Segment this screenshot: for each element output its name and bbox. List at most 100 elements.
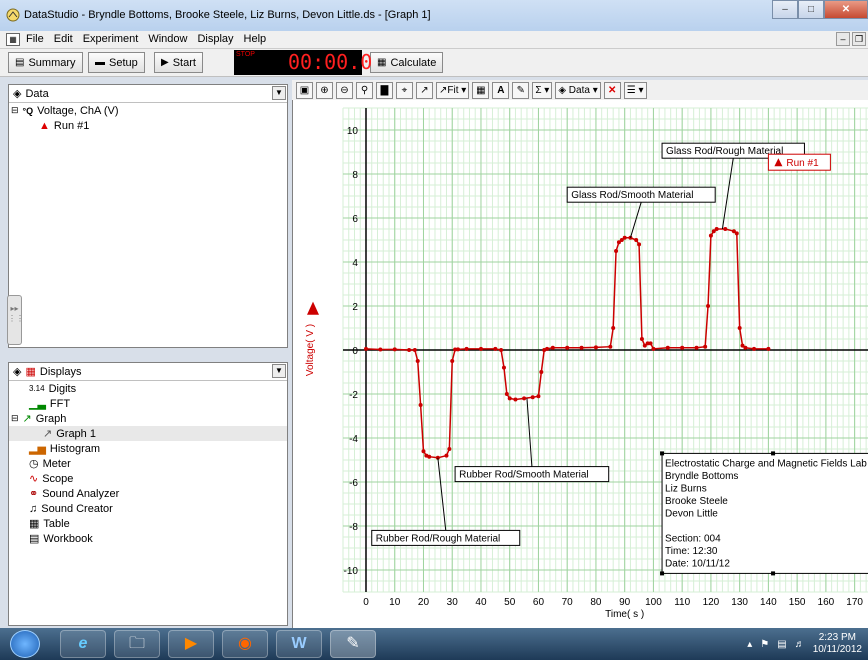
datastudio-app-icon[interactable]	[6, 8, 20, 22]
tree-item-run-1[interactable]: ▲ Run #1	[39, 119, 90, 132]
annotation-box[interactable]	[454, 466, 610, 483]
document-icon[interactable]: ▦	[6, 33, 20, 46]
display-item-graph-1[interactable]: ↗ Graph 1	[9, 426, 287, 441]
setup-button[interactable]: ▬ Setup	[88, 52, 145, 73]
display-item-meter[interactable]: ◷ Meter	[29, 457, 71, 471]
legend-box[interactable]	[767, 153, 831, 171]
display-item-fft[interactable]: ▁▃ FFT	[29, 397, 71, 411]
display-item-workbook[interactable]: ▤ Workbook	[29, 532, 93, 546]
zoom-select-icon[interactable]: ⚲	[356, 81, 373, 99]
file-explorer-icon[interactable]: 🗀	[114, 630, 160, 658]
calculator-icon[interactable]: ▦	[472, 81, 490, 99]
panel-collapse-handle[interactable]: ▸▸ ⋮⋮	[7, 295, 24, 345]
summary-button[interactable]: ▤ Summary	[8, 52, 83, 73]
zoom-out-icon[interactable]: ⊖	[336, 81, 353, 99]
close-button[interactable]: ✕	[824, 0, 868, 19]
note-resize-handle[interactable]	[660, 571, 665, 576]
menu-file[interactable]: File	[26, 33, 44, 45]
x-tick-label: 110	[674, 597, 690, 608]
note-icon[interactable]: ✎	[512, 81, 530, 99]
fit-dropdown[interactable]: ↗Fit ▾	[436, 81, 470, 99]
data-point	[743, 345, 748, 350]
menu-window[interactable]: Window	[148, 33, 188, 45]
series-line-run-1[interactable]	[365, 228, 769, 459]
menu-help[interactable]: Help	[243, 33, 267, 45]
display-item-scope[interactable]: ∿ Scope	[29, 472, 74, 486]
minimize-button[interactable]: –	[772, 0, 798, 19]
display-item-digits[interactable]: 3.14 Digits	[29, 382, 77, 395]
calculator-icon: ▦	[377, 57, 387, 68]
statistics-dropdown[interactable]: Σ ▾	[532, 81, 553, 99]
data-point	[418, 403, 423, 407]
y-tick-label: 6	[352, 214, 358, 225]
firefox-icon[interactable]: ◉	[222, 630, 268, 658]
settings-dropdown[interactable]: ☰ ▾	[623, 81, 647, 99]
data-select-icon[interactable]: ▇	[376, 81, 393, 99]
scale-to-fit-icon[interactable]: ▣	[296, 81, 313, 99]
maximize-button[interactable]: □	[798, 0, 824, 19]
note-resize-handle[interactable]	[771, 451, 776, 456]
internet-explorer-icon[interactable]: e	[60, 630, 106, 658]
menu-edit[interactable]: Edit	[53, 33, 73, 45]
slope-tool-icon[interactable]: ↗	[416, 81, 433, 99]
mdi-minimize-button[interactable]: –	[836, 32, 850, 46]
smart-tool-icon[interactable]: ⌖	[396, 81, 413, 99]
show-hidden-icons-icon[interactable]: ▴	[747, 638, 753, 650]
data-point	[392, 347, 397, 352]
display-item-table[interactable]: ▦ Table	[29, 517, 70, 531]
data-point	[651, 346, 656, 351]
start-button[interactable]: ▶ Start	[154, 52, 203, 73]
datastudio-task-icon[interactable]: ✎	[330, 630, 376, 658]
displays-panel-dropdown[interactable]: ▼	[272, 364, 286, 378]
collapse-icon[interactable]: ⊟	[11, 105, 19, 115]
annotation-box[interactable]	[566, 186, 716, 203]
display-item-histogram[interactable]: ▂▅ Histogram	[29, 442, 101, 456]
data-point	[734, 231, 739, 236]
word-icon[interactable]: W	[276, 630, 322, 658]
flag-icon[interactable]: ⚑	[760, 638, 770, 650]
workbook-icon: ▤	[29, 533, 40, 545]
annotation-leader	[526, 398, 533, 467]
data-panel-header[interactable]: ◈ Data ▼	[9, 85, 287, 103]
collapse-icon[interactable]: ⊟	[11, 413, 19, 423]
menu-display[interactable]: Display	[197, 33, 234, 45]
data-point	[565, 345, 570, 350]
mdi-restore-button[interactable]: ❐	[852, 32, 866, 46]
x-tick-label: 170	[846, 597, 863, 608]
media-player-icon[interactable]: ▶	[168, 630, 214, 658]
zoom-in-icon[interactable]: ⊕	[316, 81, 333, 99]
clock[interactable]: 2:23 PM 10/11/2012	[812, 632, 862, 655]
y-tick-label: 10	[347, 126, 359, 137]
data-dropdown[interactable]: ◈ Data ▾	[555, 81, 601, 99]
display-item-sound-analyzer[interactable]: ⚭ Sound Analyzer	[29, 487, 120, 501]
start-button[interactable]	[10, 630, 40, 658]
note-resize-handle[interactable]	[771, 571, 776, 576]
y-tick-label: 8	[352, 170, 358, 181]
voltage-time-chart[interactable]: 0 10 20 30 40 50 60 70 80 90 100 110 120 130 140 150 160…	[293, 100, 868, 628]
display-item-sound-creator[interactable]: ♫ Sound Creator	[29, 502, 113, 515]
fit-icon: ↗	[439, 84, 448, 96]
annotation-box[interactable]	[371, 529, 521, 546]
note-resize-handle[interactable]	[660, 451, 665, 456]
legend-label: Run #1	[786, 158, 819, 169]
display-item-graph[interactable]: ⊟ ↗ Graph	[11, 412, 67, 426]
stop-indicator[interactable]: STOP	[234, 50, 288, 75]
data-point	[608, 344, 613, 349]
text-annotation-icon[interactable]: A	[492, 81, 510, 99]
note-box[interactable]	[661, 452, 868, 574]
calculate-button[interactable]: ▦ Calculate	[370, 52, 444, 73]
tree-item-voltage[interactable]: ⊟ °Q Voltage, ChA (V)	[11, 104, 119, 117]
data-point	[415, 359, 420, 363]
data-point	[737, 326, 742, 330]
title-bar: DataStudio - Bryndle Bottoms, Brooke Ste…	[0, 0, 868, 32]
mdi-controls: – ❐	[836, 32, 866, 46]
delete-icon[interactable]: ✕	[603, 81, 621, 99]
displays-panel-header[interactable]: ◈ ▦ Displays ▼	[9, 363, 287, 381]
data-point	[665, 345, 670, 350]
data-point	[550, 345, 555, 350]
menu-experiment[interactable]: Experiment	[82, 33, 139, 45]
network-icon[interactable]: ▤	[777, 638, 787, 650]
data-panel-dropdown[interactable]: ▼	[272, 86, 286, 100]
volume-icon[interactable]: ♬	[794, 638, 805, 650]
graph-area[interactable]: 0 10 20 30 40 50 60 70 80 90 100 110 120 130 140 150 160…	[292, 100, 868, 628]
